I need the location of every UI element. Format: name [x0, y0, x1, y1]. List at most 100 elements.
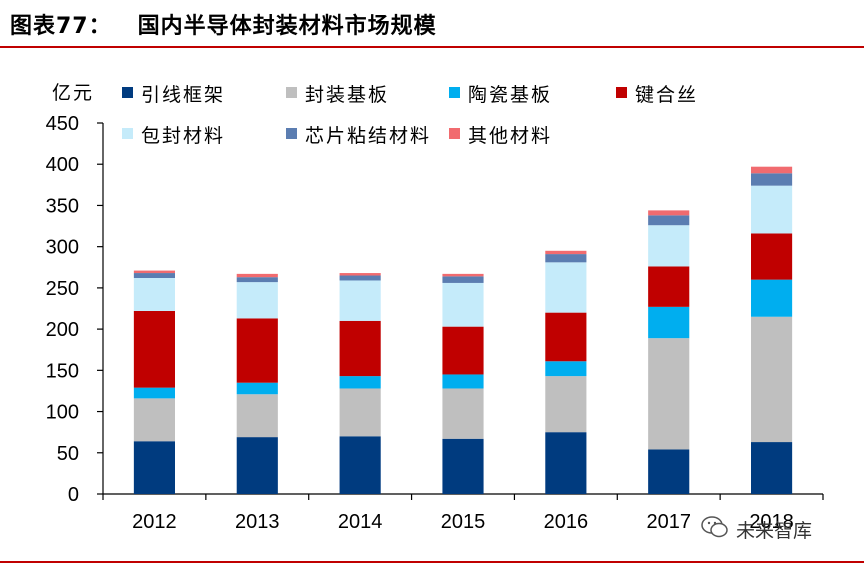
bar-segment: [648, 225, 690, 267]
bar-segment: [133, 441, 175, 494]
bar-segment: [751, 185, 793, 234]
y-axis-unit-label: 亿元: [52, 82, 94, 104]
bar-segment: [751, 233, 793, 280]
bar-segment: [133, 273, 175, 278]
watermark-text: 未来智库: [736, 520, 813, 542]
legend-swatch: [449, 87, 460, 98]
legend-swatch: [122, 87, 133, 98]
bar-segment: [133, 398, 175, 442]
bar-segment: [751, 316, 793, 443]
bottom-rule: [0, 561, 864, 563]
y-tick-label: 450: [46, 113, 79, 135]
bar-segment: [442, 326, 484, 375]
legend-label: 芯片粘结材料: [305, 125, 431, 147]
legend-label: 包封材料: [141, 125, 225, 147]
y-tick-label: 50: [57, 443, 79, 465]
legend-label: 封装基板: [305, 84, 389, 106]
x-tick-label: 2017: [646, 511, 691, 533]
bar-segment: [339, 275, 381, 281]
bar-segment: [236, 318, 278, 383]
watermark: 未来智库: [700, 512, 850, 546]
y-tick-label: 150: [46, 360, 79, 382]
bar-segment: [648, 306, 690, 339]
bar-segment: [236, 282, 278, 319]
bar-segment: [339, 388, 381, 437]
bar-segment: [442, 273, 484, 277]
bar-segment: [545, 361, 587, 377]
bar-segment: [339, 376, 381, 389]
x-tick-label: 2015: [441, 511, 486, 533]
bar-segment: [442, 374, 484, 389]
bar-segment: [545, 432, 587, 494]
bar-segment: [545, 376, 587, 433]
x-tick-label: 2018: [749, 511, 794, 533]
bar-segment: [236, 394, 278, 438]
legend-item: 包封材料: [122, 125, 225, 147]
bar-segment: [751, 442, 793, 494]
bar-segment: [545, 250, 587, 255]
legend-item: 键合丝: [616, 84, 698, 106]
legend-label: 引线框架: [141, 84, 225, 106]
y-tick-label: 0: [68, 484, 79, 506]
bar-segment: [442, 282, 484, 327]
bar-segment: [236, 273, 278, 278]
bar-segment: [339, 273, 381, 276]
title-bar: 图表77： 国内半导体封装材料市场规模: [0, 0, 864, 46]
bar-segment: [133, 387, 175, 399]
legend-label: 陶瓷基板: [468, 84, 552, 106]
bar-segment: [133, 270, 175, 274]
wechat-icon: [701, 516, 728, 538]
bars: [133, 166, 793, 494]
y-tick-label: 300: [46, 237, 79, 259]
bar-segment: [339, 280, 381, 321]
bar-segment: [442, 388, 484, 439]
x-tick-label: 2013: [235, 511, 280, 533]
bar-segment: [648, 215, 690, 226]
legend-item: 芯片粘结材料: [286, 125, 431, 147]
bar-segment: [648, 449, 690, 494]
bar-segment: [133, 277, 175, 311]
legend-item: 陶瓷基板: [449, 84, 552, 106]
legend-swatch: [286, 87, 297, 98]
legend-swatch: [616, 87, 627, 98]
bar-stack-2013: [236, 273, 278, 494]
bar-segment: [236, 437, 278, 494]
bar-segment: [751, 173, 793, 186]
bar-segment: [339, 320, 381, 377]
legend-label: 键合丝: [635, 84, 698, 106]
bar-segment: [648, 338, 690, 450]
bar-segment: [648, 266, 690, 307]
y-axis: 0 50 100 150 200 250 300 350 400 450: [46, 113, 104, 506]
legend-item: 封装基板: [286, 84, 389, 106]
y-tick-label: 200: [46, 319, 79, 341]
bar-stack-2012: [133, 270, 175, 494]
bar-segment: [545, 312, 587, 362]
top-rule: [0, 46, 864, 48]
bar-segment: [236, 382, 278, 395]
bar-stack-2016: [545, 250, 587, 494]
x-tick-label: 2016: [544, 511, 589, 533]
x-tick-label: 2014: [338, 511, 383, 533]
bar-stack-2017: [648, 210, 690, 494]
bar-segment: [236, 277, 278, 283]
legend-label: 其他材料: [468, 125, 552, 147]
x-axis: 2012 2013 2014 2015 2016 2017 2018: [102, 493, 824, 533]
bar-segment: [442, 276, 484, 283]
y-tick-label: 350: [46, 195, 79, 217]
page-title: 图表77： 国内半导体封装材料市场规模: [10, 14, 437, 39]
x-tick-label: 2012: [132, 511, 177, 533]
legend-swatch: [449, 128, 460, 139]
y-tick-label: 100: [46, 402, 79, 424]
bar-segment: [133, 310, 175, 388]
legend-swatch: [286, 128, 297, 139]
y-tick-label: 250: [46, 278, 79, 300]
bar-segment: [545, 262, 587, 313]
legend-item: 其他材料: [449, 125, 552, 147]
bar-stack-2015: [442, 273, 484, 494]
y-tick-label: 400: [46, 154, 79, 176]
bar-stack-2014: [339, 273, 381, 494]
bar-segment: [339, 436, 381, 494]
bar-segment: [751, 279, 793, 317]
